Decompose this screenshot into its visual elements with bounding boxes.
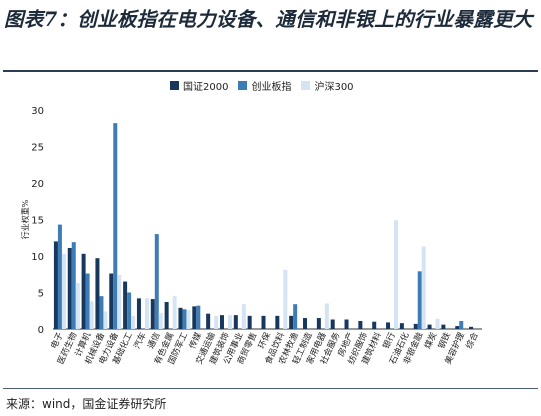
bar-0-29 [455, 326, 460, 329]
x-tick-label-6: 汽车 [132, 331, 149, 351]
bar-2-3 [103, 311, 108, 329]
bar-0-20 [330, 319, 335, 329]
bar-1-17 [293, 304, 298, 329]
legend-item-1: 创业板指 [238, 78, 291, 93]
bar-0-6 [136, 298, 141, 329]
bar-1-26 [417, 271, 422, 329]
y-tick-label-0: 0 [38, 325, 44, 336]
source-note: 来源：wind，国金证券研究所 [6, 397, 167, 411]
bar-1-29 [459, 320, 464, 329]
bar-0-21 [344, 319, 349, 329]
bar-2-5 [131, 315, 136, 329]
bar-1-9 [182, 309, 187, 329]
y-axis-title: 行业权重% [20, 199, 30, 239]
bar-0-8 [164, 301, 169, 329]
legend-label-0: 国证2000 [183, 82, 229, 93]
bar-2-27 [435, 318, 440, 329]
bar-0-10 [192, 306, 197, 329]
bar-0-15 [261, 315, 266, 329]
bar-2-0 [61, 253, 66, 329]
bar-2-1 [75, 283, 80, 329]
bar-0-1 [67, 247, 72, 329]
bar-0-24 [386, 322, 391, 329]
x-tick-label-30: 综合 [464, 330, 481, 351]
bar-1-7 [154, 234, 159, 329]
bar-0-16 [275, 315, 280, 329]
bar-0-19 [316, 318, 321, 329]
y-tick-label-4: 20 [31, 179, 44, 190]
bar-0-23 [372, 321, 377, 329]
bar-0-11 [206, 313, 211, 329]
legend-item-2: 沪深300 [301, 78, 354, 93]
bar-1-3 [99, 296, 104, 329]
bar-2-13 [241, 304, 246, 329]
bar-1-5 [127, 292, 132, 329]
bar-0-30 [469, 326, 474, 329]
bar-2-19 [324, 303, 329, 329]
bar-0-26 [413, 323, 418, 329]
bar-2-26 [421, 246, 426, 329]
bar-1-10 [196, 305, 201, 329]
bar-0-28 [441, 324, 446, 329]
bar-1-0 [57, 224, 62, 329]
legend-label-2: 沪深300 [314, 82, 354, 93]
bar-0-27 [427, 324, 432, 329]
y-tick-label-2: 10 [31, 252, 44, 263]
bar-0-2 [81, 253, 86, 329]
legend-swatch-0 [170, 81, 179, 90]
bar-2-2 [89, 301, 94, 329]
x-tick-label-27: 煤炭 [422, 330, 439, 351]
bar-0-7 [150, 299, 155, 329]
bar-2-24 [394, 220, 399, 329]
bar-0-3 [95, 258, 100, 329]
bar-2-11 [214, 315, 219, 329]
bar-2-7 [158, 312, 163, 329]
bar-2-6 [144, 298, 149, 329]
bar-0-17 [289, 315, 294, 329]
bar-0-22 [358, 320, 363, 329]
y-tick-label-3: 15 [31, 216, 44, 227]
bar-2-8 [172, 296, 177, 329]
legend-swatch-1 [238, 81, 248, 90]
bar-1-2 [85, 273, 90, 329]
bar-0-9 [178, 307, 183, 329]
bar-2-16 [283, 269, 288, 329]
bar-0-18 [303, 318, 308, 329]
bar-0-4 [109, 273, 114, 329]
title-divider [3, 70, 538, 72]
chart-title: 图表7：创业板指在电力设备、通信和非银上的行业暴露更大 [4, 8, 533, 31]
legend-swatch-2 [301, 81, 311, 90]
bar-0-12 [219, 315, 224, 329]
bar-0-25 [399, 323, 404, 329]
bar-0-14 [247, 315, 252, 329]
bar-chart: 051015202530行业权重%电子医药生物计算机机械设备电力设备基础化工汽车… [20, 106, 482, 366]
y-tick-label-6: 30 [31, 106, 44, 117]
bar-0-13 [233, 315, 238, 329]
y-tick-label-5: 25 [31, 143, 44, 154]
bar-1-1 [71, 242, 76, 329]
footer-divider [3, 388, 538, 389]
legend-item-0: 国证2000 [170, 78, 228, 93]
bar-2-12 [227, 315, 232, 329]
bar-0-5 [123, 281, 128, 329]
legend-label-1: 创业板指 [251, 82, 292, 93]
bar-1-4 [113, 123, 118, 329]
bar-2-9 [186, 310, 191, 329]
bar-2-4 [117, 274, 122, 329]
y-tick-label-1: 5 [38, 289, 44, 300]
bar-0-0 [53, 241, 58, 329]
chart-legend: 国证2000 创业板指 沪深300 [170, 78, 354, 93]
